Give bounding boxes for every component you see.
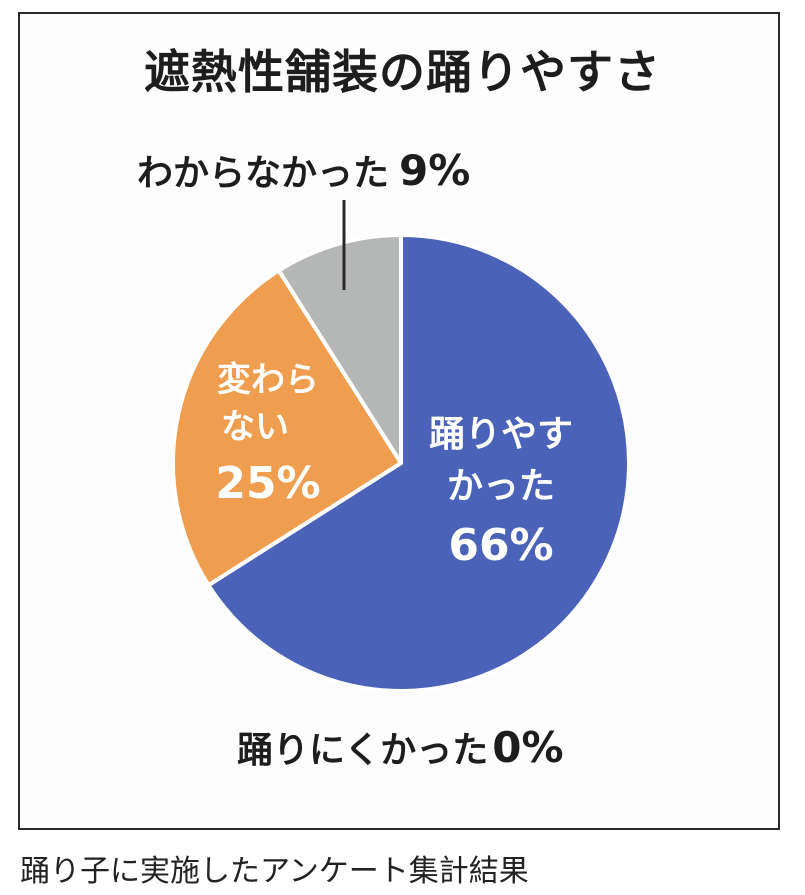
pie-slice-easy bbox=[206, 233, 631, 693]
slice-label-hard: 踊りにくかった0% bbox=[237, 723, 564, 772]
slice-label-same-line2: ない bbox=[221, 407, 289, 447]
slice-label-easy-line1: 踊りやす bbox=[429, 414, 573, 455]
slice-label-easy-line2: かった bbox=[447, 466, 555, 507]
chart-caption: 踊り子に実施したアンケート集計結果 bbox=[20, 854, 529, 889]
pie-slice-unknown bbox=[276, 233, 403, 465]
slice-label-same-line1: 変わら bbox=[217, 360, 319, 400]
chart-title: 遮熱性舗装の踊りやすさ bbox=[144, 45, 661, 99]
pie-slice-same bbox=[171, 268, 403, 588]
slice-label-unknown: わからなかった 9% bbox=[137, 146, 470, 195]
pie-slices bbox=[171, 233, 631, 693]
slice-value-same: 25% bbox=[215, 458, 320, 509]
slice-value-easy: 66% bbox=[448, 520, 553, 571]
